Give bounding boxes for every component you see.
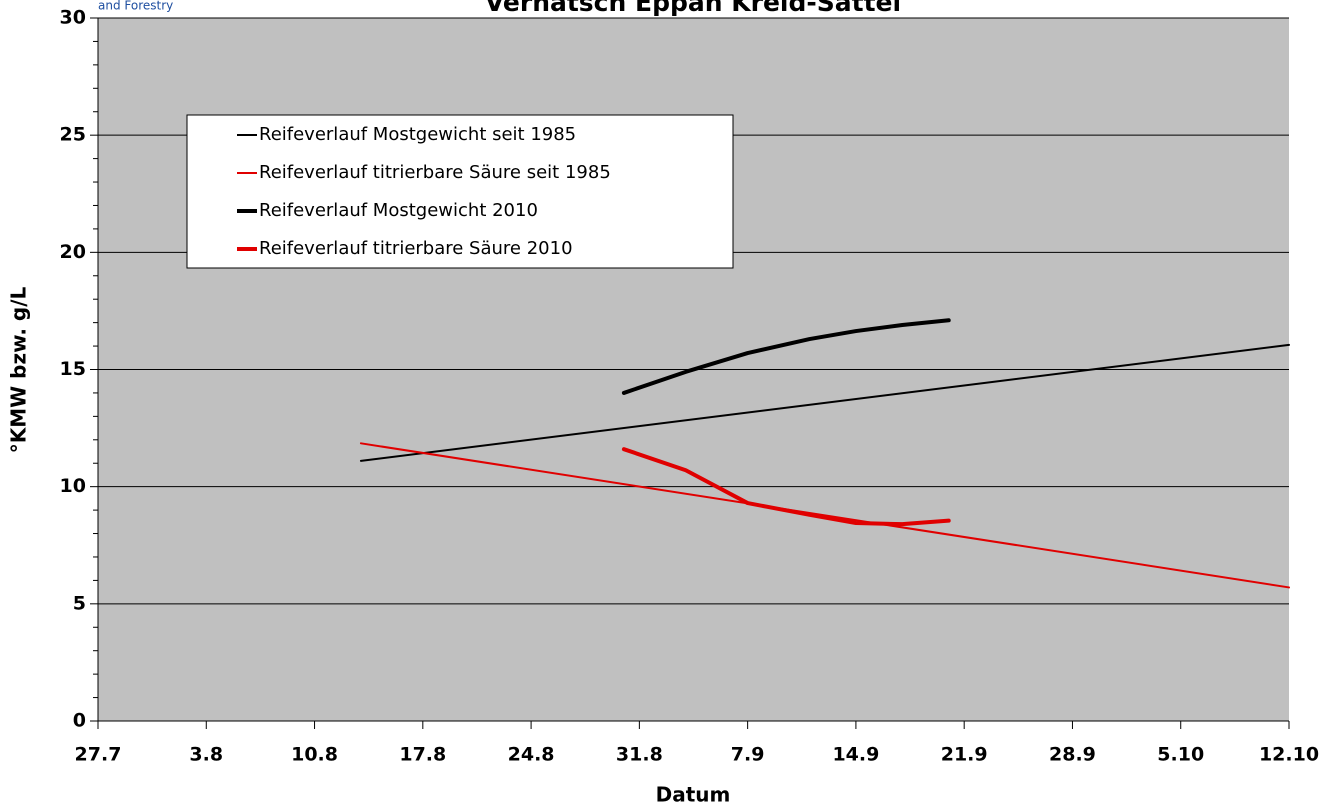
- x-tick-label: 17.8: [399, 744, 446, 766]
- x-tick-label: 3.8: [189, 744, 223, 766]
- series-line: [359, 442, 1290, 589]
- series-line: [359, 343, 1290, 462]
- logo-text: and Forestry: [98, 0, 173, 13]
- series-line: [621, 447, 951, 527]
- x-tick-label: 5.10: [1157, 744, 1204, 766]
- legend-label: Reifeverlauf titrierbare Säure 2010: [259, 238, 573, 259]
- y-tick-label: 10: [60, 475, 86, 497]
- x-tick-label: 24.8: [508, 744, 555, 766]
- legend-label: Reifeverlauf Mostgewicht seit 1985: [259, 124, 576, 145]
- y-tick-label: 15: [60, 358, 86, 380]
- y-axis-label: °KMW bzw. g/L: [7, 286, 31, 453]
- x-tick-label: 10.8: [291, 744, 338, 766]
- x-tick-label: 7.9: [731, 744, 765, 766]
- y-tick-label: 30: [60, 7, 86, 29]
- series-line: [621, 318, 951, 395]
- y-tick-label: 20: [60, 241, 86, 263]
- legend: Reifeverlauf Mostgewicht seit 1985 Reifev…: [186, 114, 734, 269]
- x-tick-label: 28.9: [1049, 744, 1096, 766]
- y-tick-label: 25: [60, 124, 86, 146]
- y-tick-label: 0: [73, 710, 86, 732]
- legend-label: Reifeverlauf titrierbare Säure seit 1985: [259, 162, 611, 183]
- x-tick-label: 21.9: [941, 744, 988, 766]
- x-tick-label: 12.10: [1259, 744, 1319, 766]
- x-tick-label: 31.8: [616, 744, 663, 766]
- chart-title: Vernatsch Eppan Kreid-Sattel: [485, 0, 901, 17]
- x-axis-label: Datum: [656, 783, 731, 807]
- legend-box: [186, 114, 734, 269]
- y-tick-label: 5: [73, 592, 86, 614]
- x-tick-label: 27.7: [75, 744, 122, 766]
- legend-label: Reifeverlauf Mostgewicht 2010: [259, 200, 538, 221]
- x-tick-label: 14.9: [832, 744, 879, 766]
